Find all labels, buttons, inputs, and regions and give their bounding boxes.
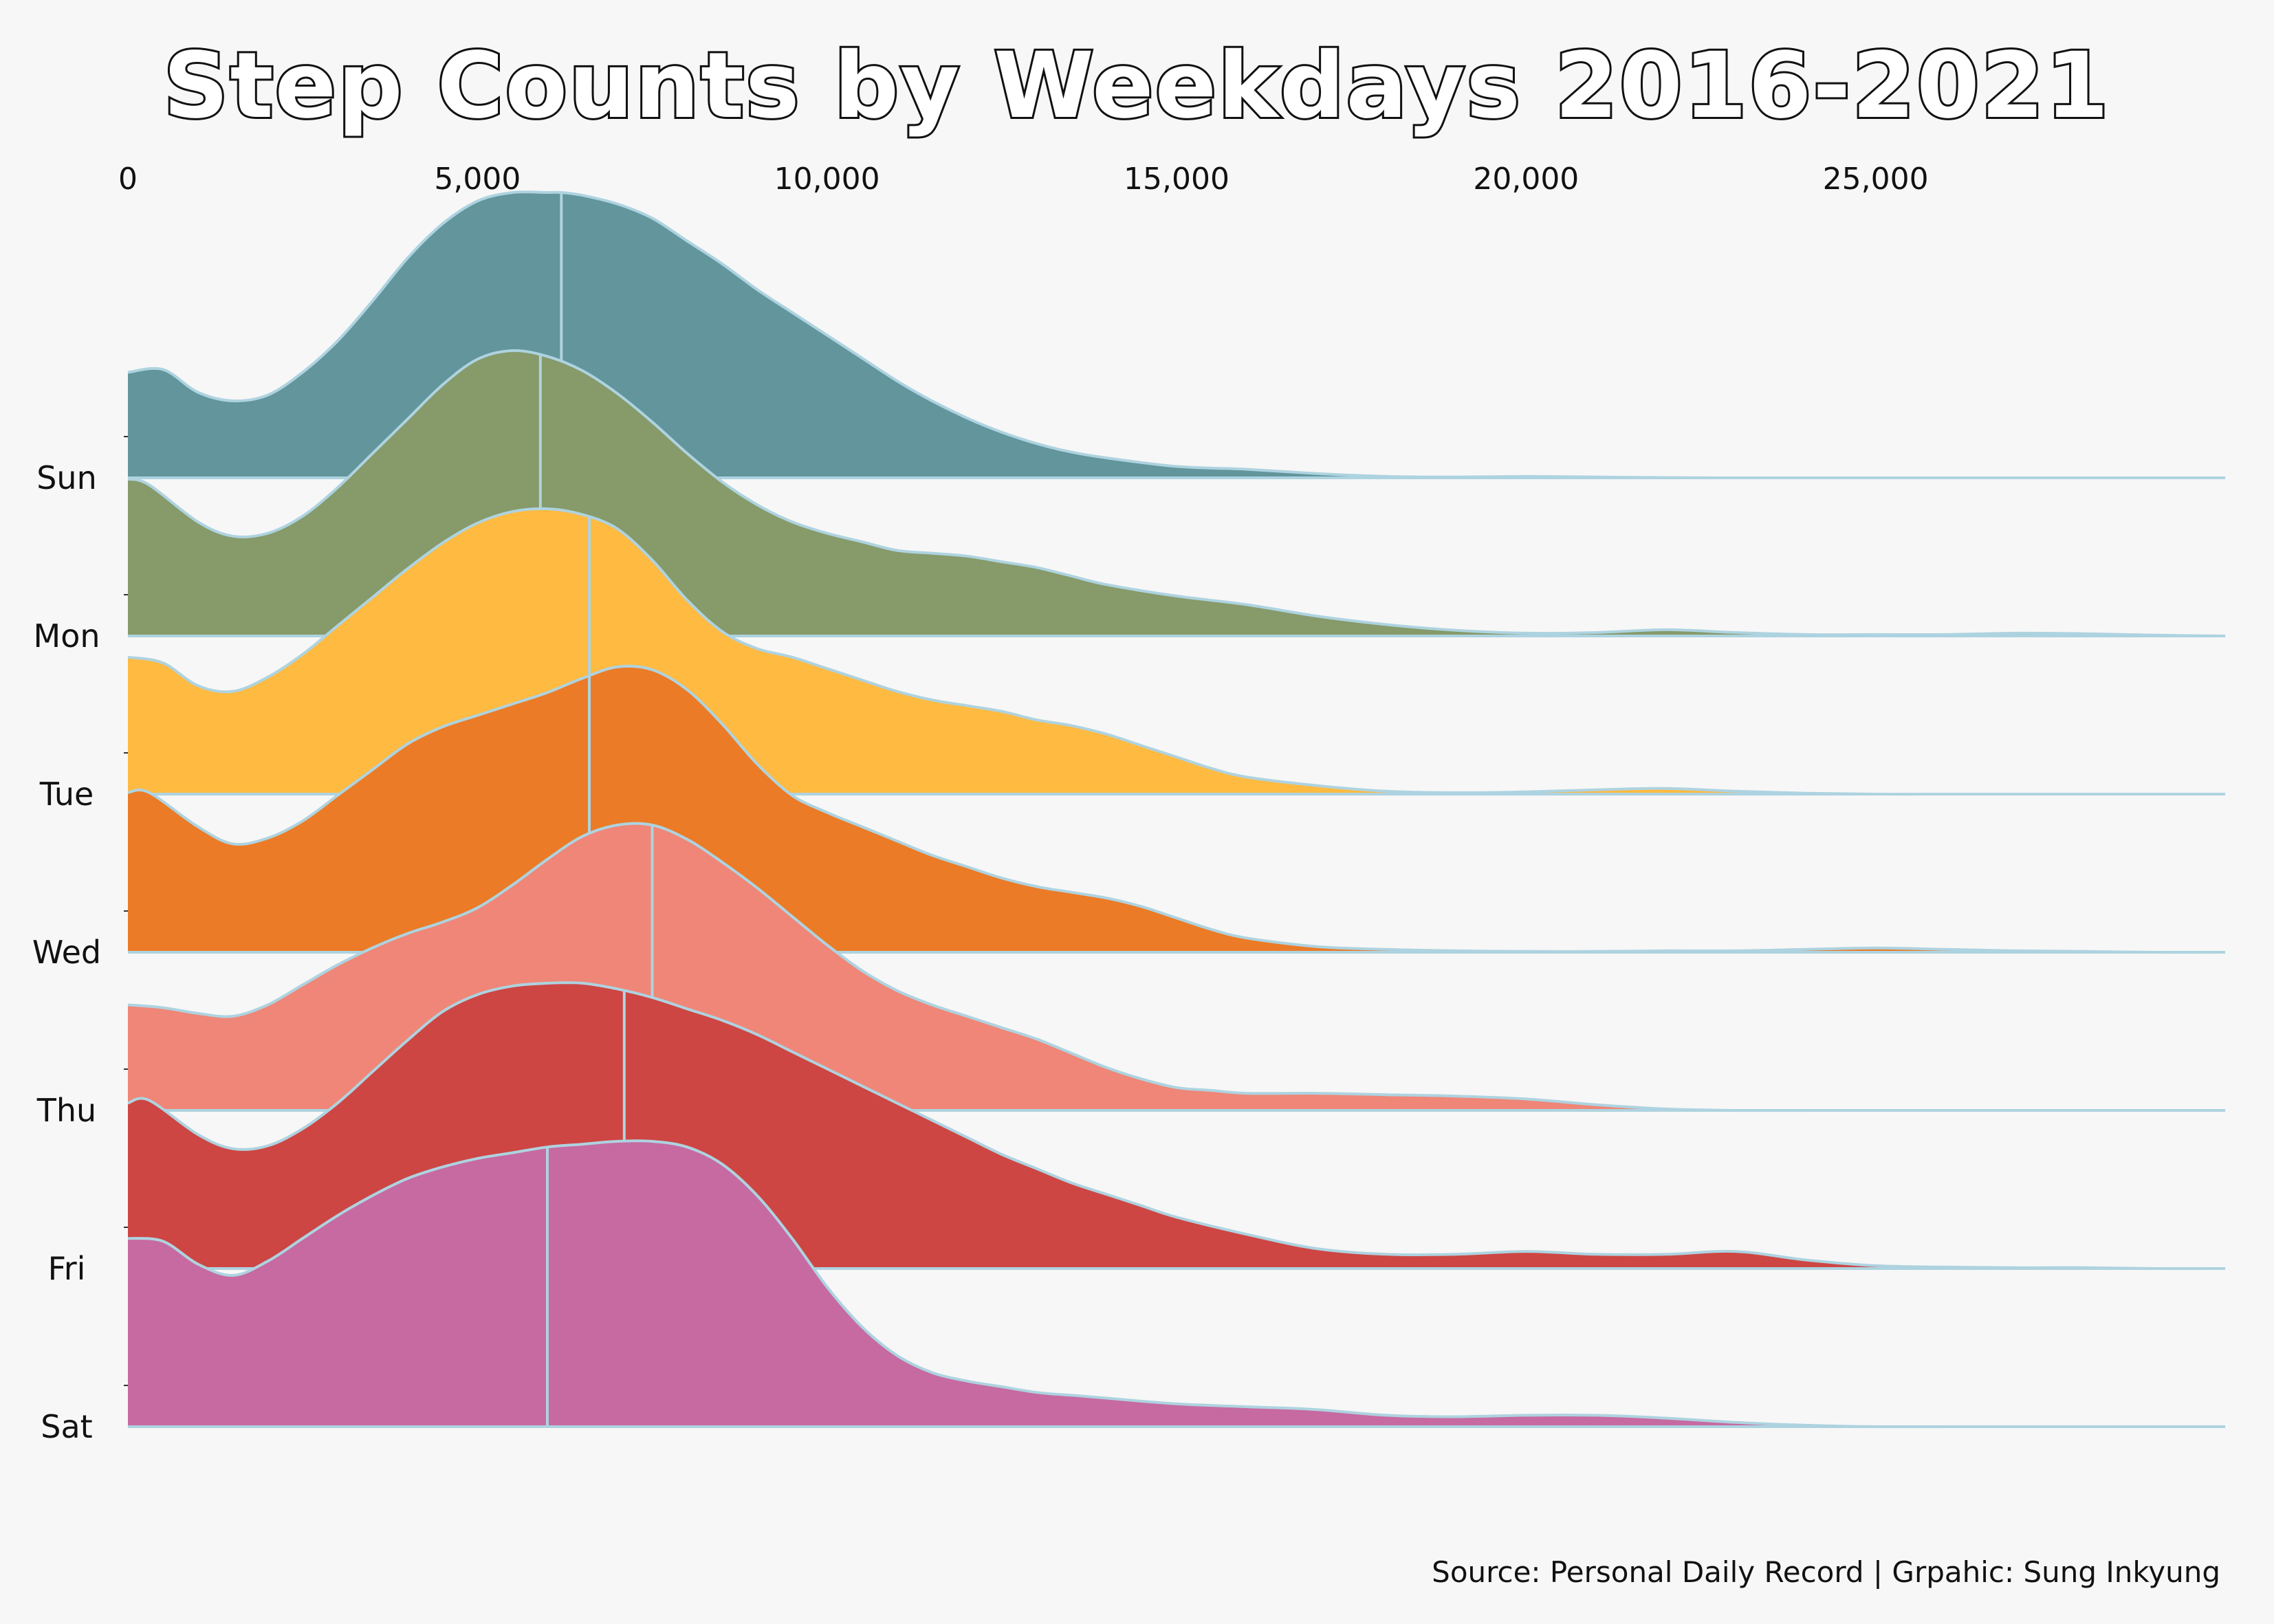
day-labels: Sun Mon Tue Wed Thu Fri Sat	[32, 459, 101, 1445]
x-axis-ticks: 0 5,000 10,000 15,000 20,000 25,000	[118, 162, 1929, 197]
ridge-outline	[127, 1139, 2225, 1429]
x-tick-label: 0	[118, 162, 138, 197]
ridge-outline	[127, 507, 2225, 796]
x-tick-label: 25,000	[1823, 162, 1929, 197]
chart-title-text: Step Counts by Weekdays 2016-2021	[163, 33, 2110, 139]
day-label-sat: Sat	[41, 1408, 92, 1445]
day-label-mon: Mon	[34, 617, 100, 655]
ridge-outline	[127, 349, 2226, 637]
ridge-area	[128, 1141, 2225, 1427]
x-tick-label: 5,000	[434, 162, 521, 197]
day-label-wed: Wed	[32, 934, 101, 971]
source-caption: Source: Personal Daily Record | Grpahic:…	[1432, 1555, 2220, 1589]
ridge-sat	[124, 1139, 2225, 1429]
day-label-tue: Tue	[39, 776, 94, 813]
ridge-area	[128, 192, 2225, 479]
x-tick-label: 20,000	[1473, 162, 1579, 197]
ridge-outline	[127, 981, 2226, 1271]
chart-title: Step Counts by Weekdays 2016-2021	[161, 31, 2110, 141]
day-label-sun: Sun	[36, 459, 97, 496]
x-tick-label: 10,000	[774, 162, 880, 197]
x-tick-label: 15,000	[1124, 162, 1229, 197]
day-label-thu: Thu	[36, 1092, 96, 1129]
ridges	[124, 190, 2226, 1429]
ridge-outline	[127, 664, 2226, 954]
day-label-fri: Fri	[48, 1250, 86, 1287]
